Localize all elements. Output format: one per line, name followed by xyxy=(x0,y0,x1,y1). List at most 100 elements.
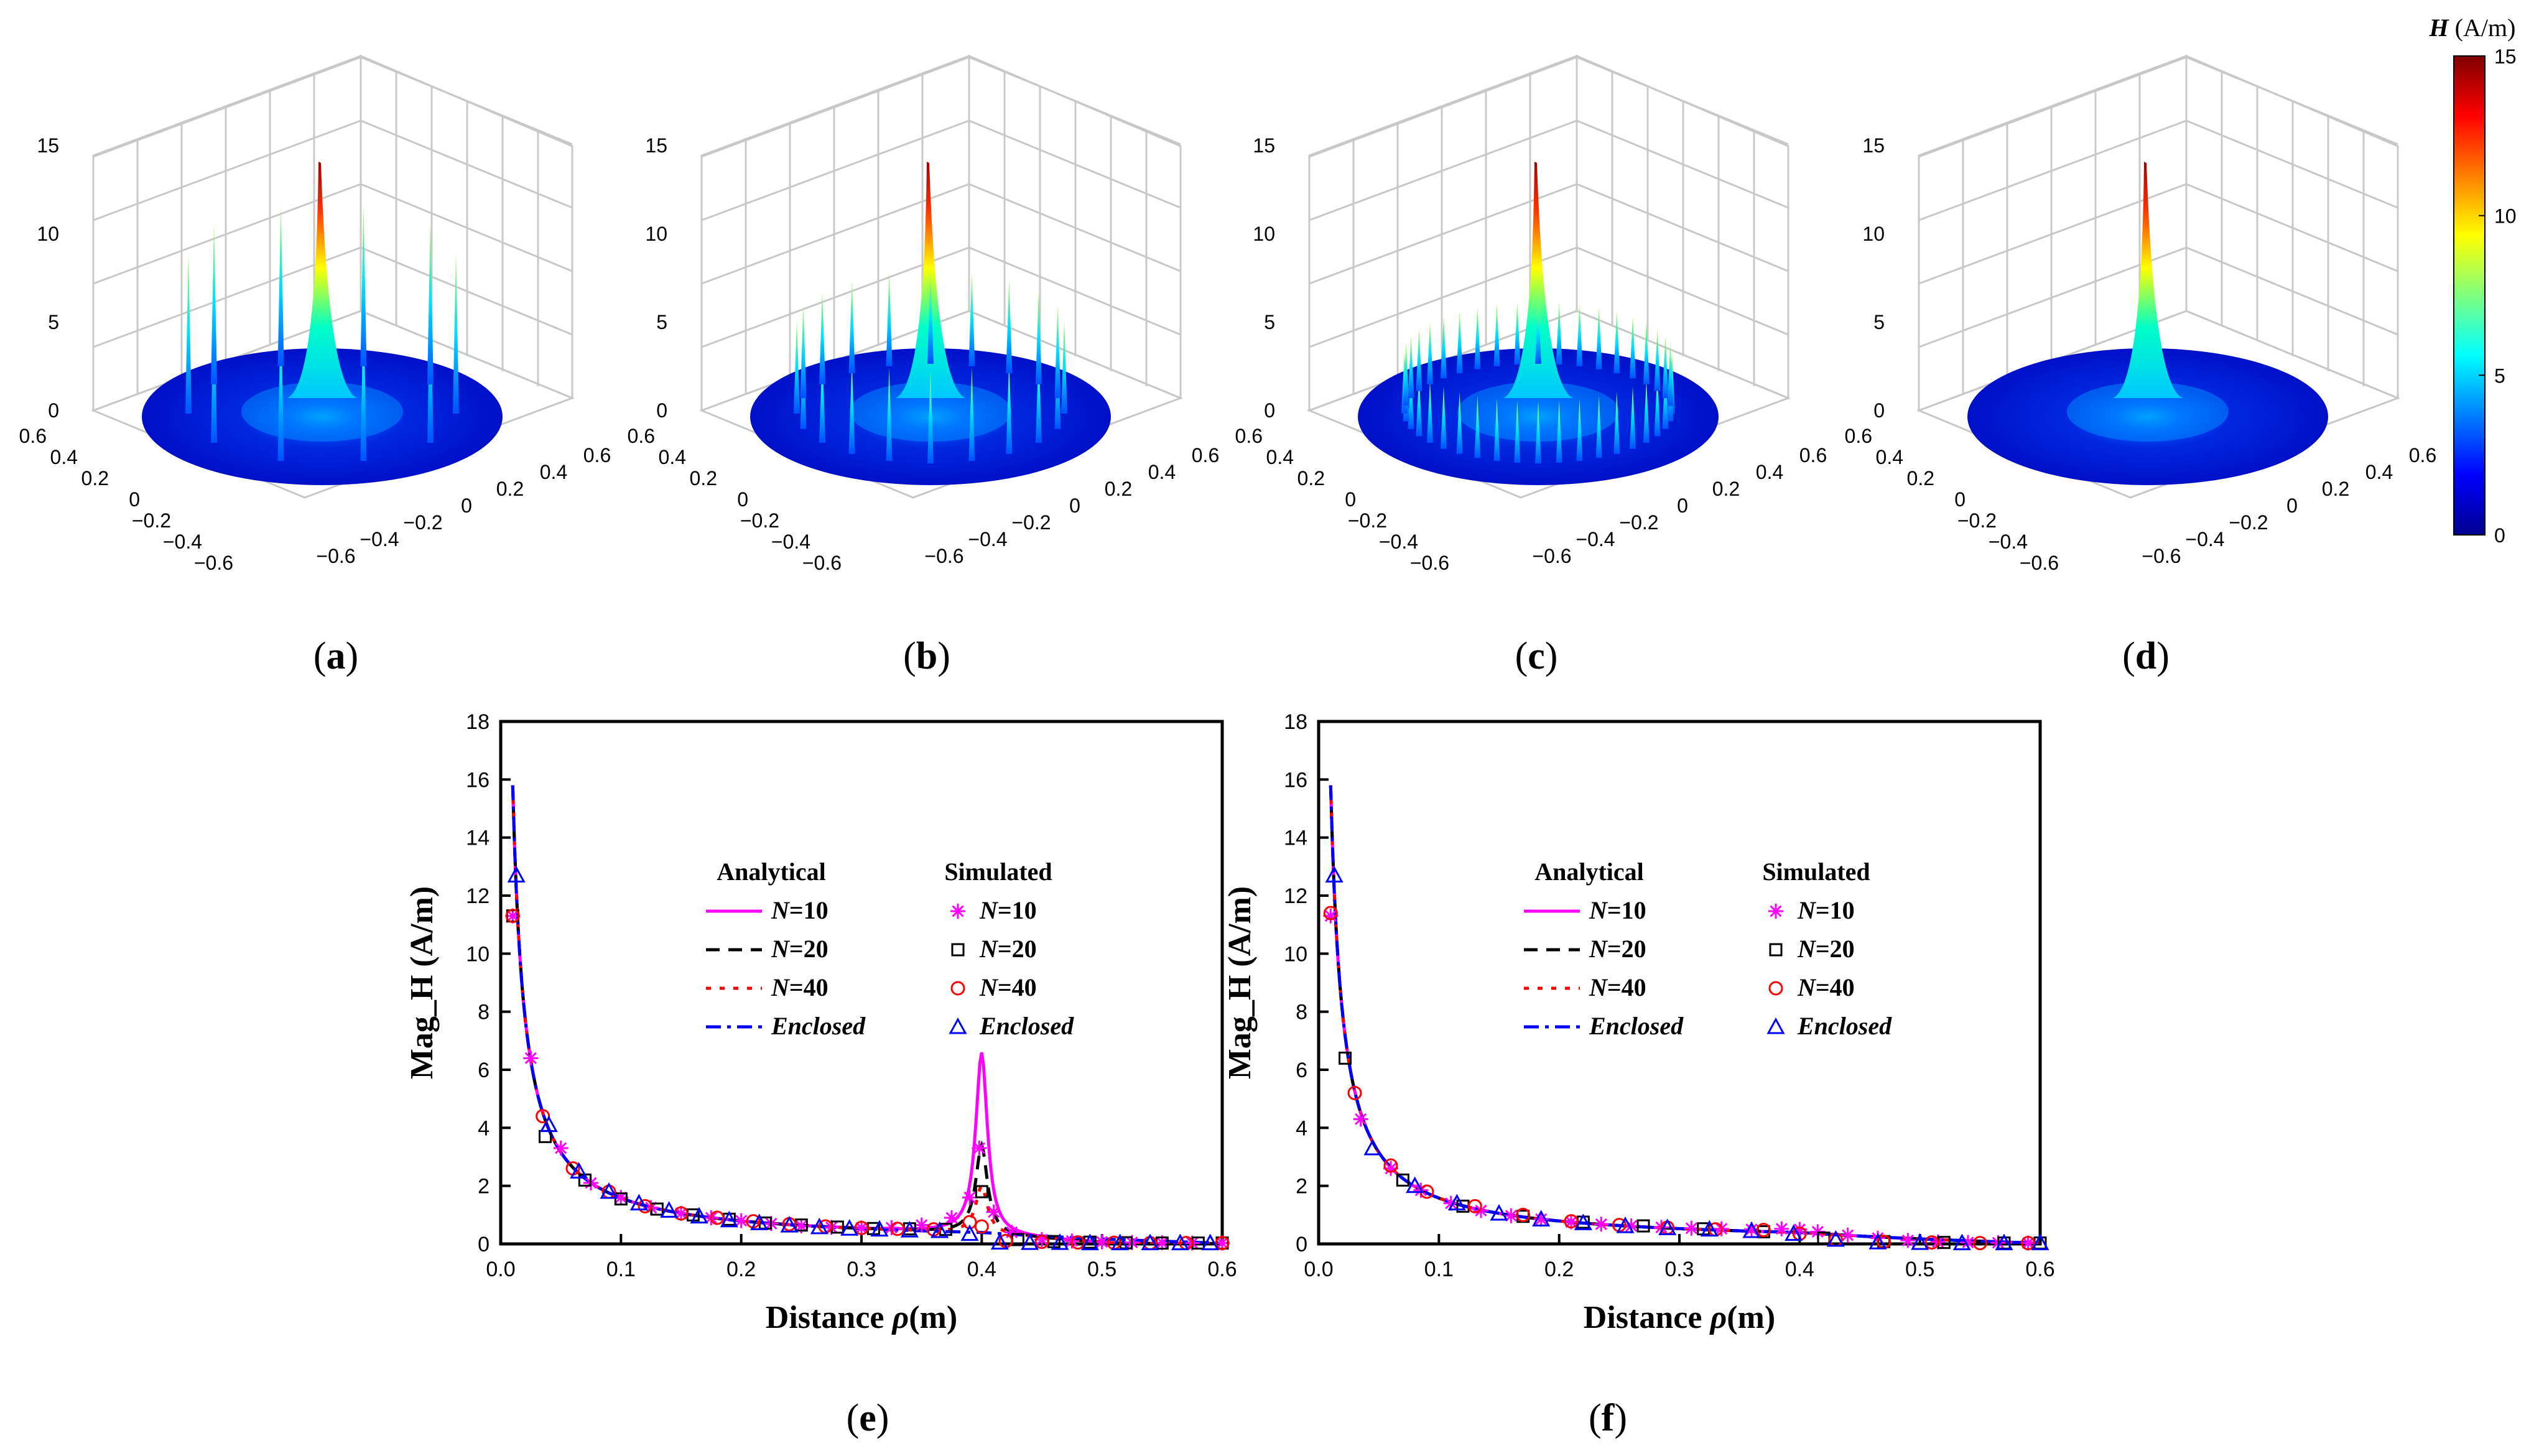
y-tick-label: 0.4 xyxy=(1148,461,1176,483)
x-tick-label: −0.6 xyxy=(194,552,233,574)
ring-spike xyxy=(1613,311,1620,374)
ring-spike xyxy=(1006,280,1013,374)
triangle-marker xyxy=(780,1215,799,1233)
legend-simulated-title: Simulated xyxy=(944,858,1052,886)
panel-caption: (c) xyxy=(1515,635,1558,677)
legend-analytical-label: N=20 xyxy=(771,935,829,963)
triangle-marker xyxy=(750,1213,769,1230)
x-tick-label: 0.2 xyxy=(726,1258,756,1281)
x-tick-label: −0.4 xyxy=(1379,531,1418,553)
ring-spike xyxy=(1595,307,1602,369)
chart-caption-letter: e xyxy=(859,1397,876,1439)
triangle-marker xyxy=(1325,866,1344,883)
y-tick-label: 16 xyxy=(466,768,490,792)
y-tick-label: 12 xyxy=(1284,884,1307,908)
asterisk-marker xyxy=(916,1219,928,1231)
panel-caption: (a) xyxy=(313,635,358,677)
x-tick-label: −0.2 xyxy=(132,509,171,532)
legend-label-rest: Enclosed xyxy=(1797,1012,1892,1040)
x-tick-label: 0.4 xyxy=(1876,446,1903,468)
z-tick-label: 5 xyxy=(1264,311,1275,333)
triangle-marker xyxy=(570,1162,588,1179)
analytical-line xyxy=(1329,785,2040,1244)
asterisk-marker xyxy=(1595,1218,1607,1230)
circle-marker xyxy=(1756,1223,1771,1238)
z-tick-label: 15 xyxy=(1253,134,1275,157)
triangle-marker xyxy=(1911,1233,1929,1250)
legend-asterisk-marker xyxy=(1770,905,1782,917)
triangle-marker xyxy=(1658,1218,1677,1235)
ring-spike xyxy=(1474,307,1481,369)
ring-spike xyxy=(1035,290,1042,384)
ring-spike xyxy=(927,370,934,463)
y-tick-label: 0 xyxy=(1069,494,1080,517)
z-tick-label: 5 xyxy=(1873,311,1885,333)
y-tick-label: 4 xyxy=(1296,1116,1307,1140)
triangle-marker xyxy=(1406,1176,1424,1194)
disc-inner-ring xyxy=(2067,382,2229,442)
y-tick-label: 16 xyxy=(1284,768,1307,792)
y-tick-label: 0 xyxy=(1296,1233,1307,1256)
x-tick-label: 0.6 xyxy=(1235,425,1263,447)
triangle-marker xyxy=(1363,1138,1382,1156)
legend-label-rest: =10 xyxy=(1816,896,1855,924)
legend-circle-marker xyxy=(950,981,965,996)
ring-spike xyxy=(453,252,459,414)
legend-label-var: N xyxy=(771,935,791,963)
grid-line xyxy=(701,56,970,158)
circle-marker xyxy=(974,1219,989,1234)
y-tick-label: 18 xyxy=(466,710,490,734)
x-tick-label: −0.4 xyxy=(163,531,202,553)
line-chart-e: 0.0 0.1 0.2 0.3 0.4 0.5 0.6 0 2 4 6 8 10 12 14 16 18 Dist… xyxy=(404,710,1237,1439)
asterisk-marker xyxy=(1475,1204,1487,1217)
y-tick-label: 0.2 xyxy=(496,478,524,500)
triangle-marker xyxy=(600,1182,618,1199)
simulated-markers xyxy=(507,866,1220,1251)
triangle-marker xyxy=(1447,1194,1466,1211)
y-tick-label: 0 xyxy=(461,494,472,517)
legend-label-rest: Enclosed xyxy=(771,1012,866,1040)
asterisk-marker xyxy=(1962,1236,1974,1249)
legend-label-rest: =40 xyxy=(789,973,829,1001)
analytical-line xyxy=(511,785,1222,1244)
legend-label-var: N xyxy=(979,973,999,1001)
y-tick-label: 0 xyxy=(1677,494,1688,517)
y-tick-label: 18 xyxy=(1284,710,1307,734)
x-axis-label-unit: (m) xyxy=(909,1300,957,1335)
ring-spike xyxy=(1576,304,1583,366)
asterisk-marker xyxy=(963,1191,976,1203)
asterisk-marker xyxy=(2022,1237,2035,1250)
legend-simulated-label: N=10 xyxy=(979,896,1037,924)
z-tick-label: 5 xyxy=(48,311,59,333)
y-tick-label: 0.4 xyxy=(540,461,567,483)
ring-spike xyxy=(1667,343,1674,406)
asterisk-marker xyxy=(1775,1223,1788,1235)
colorbar-tick-label: 0 xyxy=(2494,524,2505,547)
x-tick-label: 0.6 xyxy=(19,425,47,447)
circle-marker xyxy=(505,909,520,924)
ring-spike xyxy=(1595,396,1602,458)
z-tick-label: 10 xyxy=(1253,223,1275,245)
y-tick-label: 0 xyxy=(478,1233,490,1256)
circle-marker xyxy=(1972,1236,1987,1251)
ring-spike xyxy=(927,271,934,364)
chart-caption: (f) xyxy=(1589,1397,1627,1439)
ring-spike xyxy=(794,320,800,414)
ring-spike xyxy=(1514,302,1521,364)
legend-label-rest: =10 xyxy=(1607,896,1646,924)
analytical-line xyxy=(511,785,1222,1244)
ring-spike xyxy=(1662,336,1669,399)
asterisk-marker xyxy=(506,910,519,922)
y-tick-label: −0.4 xyxy=(2185,528,2224,550)
plot-frame xyxy=(1317,720,2042,1246)
asterisk-marker xyxy=(1625,1220,1638,1232)
x-tick-label: −0.2 xyxy=(1957,509,1997,532)
triangle-marker xyxy=(1826,1230,1845,1247)
ring-spike xyxy=(1061,320,1067,414)
y-tick-label: −0.4 xyxy=(1576,528,1615,550)
colorbar-tick-label: 5 xyxy=(2494,364,2505,387)
asterisk-marker xyxy=(855,1222,868,1234)
ring-spike xyxy=(1054,305,1061,399)
x-tick-label: 0.6 xyxy=(2025,1258,2054,1281)
